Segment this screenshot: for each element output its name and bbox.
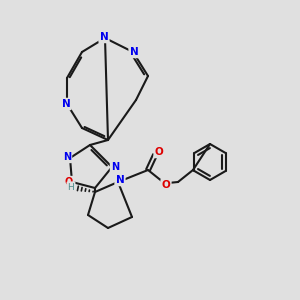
Text: N: N: [100, 32, 108, 42]
Text: O: O: [162, 180, 170, 190]
Text: O: O: [65, 177, 73, 187]
Text: O: O: [154, 147, 164, 157]
Text: H: H: [68, 182, 74, 191]
Text: N: N: [61, 99, 70, 109]
Text: N: N: [111, 162, 119, 172]
Text: N: N: [130, 47, 138, 57]
Text: N: N: [116, 175, 124, 185]
Text: N: N: [63, 152, 71, 162]
